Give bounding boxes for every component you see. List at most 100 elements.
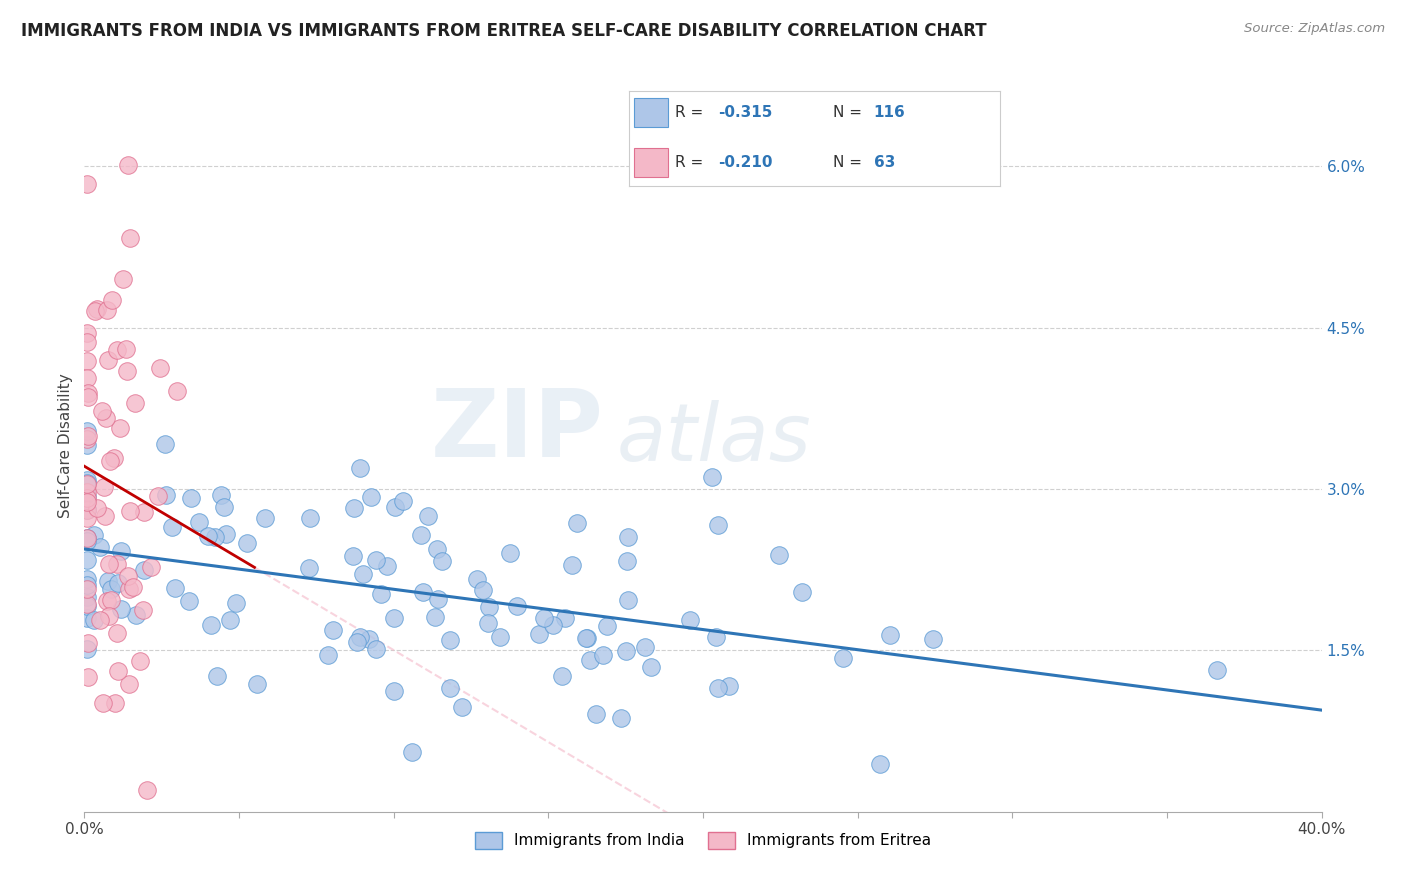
Point xyxy=(94,410,117,425)
Point xyxy=(76,531,98,545)
Point xyxy=(212,500,235,515)
Point xyxy=(471,582,494,597)
Text: ZIP: ZIP xyxy=(432,385,605,477)
Point xyxy=(700,469,723,483)
Point xyxy=(527,626,550,640)
Point xyxy=(616,592,638,607)
Point xyxy=(76,335,98,350)
Point xyxy=(596,619,619,633)
Point xyxy=(86,301,108,316)
Point xyxy=(76,390,98,404)
Point xyxy=(76,485,98,500)
Point xyxy=(90,404,112,418)
Point xyxy=(343,500,366,515)
Point xyxy=(104,697,127,711)
Point xyxy=(111,271,134,285)
Point xyxy=(346,635,368,649)
Point xyxy=(96,303,118,318)
Point xyxy=(209,488,232,502)
Point xyxy=(451,699,474,714)
Text: atlas: atlas xyxy=(616,400,811,478)
Point xyxy=(477,615,499,630)
Point xyxy=(567,516,589,530)
Point xyxy=(96,574,118,589)
Point xyxy=(299,510,322,524)
Point xyxy=(505,599,527,613)
Point xyxy=(125,607,148,622)
Point xyxy=(115,364,138,378)
Point xyxy=(352,567,374,582)
Point xyxy=(342,549,364,564)
Point xyxy=(831,650,853,665)
Point xyxy=(200,617,222,632)
Point xyxy=(76,572,98,586)
Point xyxy=(533,610,555,624)
Point xyxy=(76,502,98,516)
Point xyxy=(357,632,380,647)
Point xyxy=(134,505,156,519)
Point xyxy=(76,433,98,447)
Point xyxy=(148,489,170,503)
Point xyxy=(89,613,111,627)
Point xyxy=(86,500,108,515)
Y-axis label: Self-Care Disability: Self-Care Disability xyxy=(58,374,73,518)
Point xyxy=(98,608,121,623)
Point xyxy=(77,429,100,443)
Point xyxy=(427,591,450,606)
Point xyxy=(100,582,122,597)
Point xyxy=(103,450,125,465)
Point xyxy=(110,543,132,558)
Text: Source: ZipAtlas.com: Source: ZipAtlas.com xyxy=(1244,22,1385,36)
Point xyxy=(499,546,522,560)
Point xyxy=(364,553,387,567)
Point xyxy=(401,745,423,759)
Point xyxy=(115,342,138,356)
Point xyxy=(166,384,188,399)
Point xyxy=(375,559,398,574)
Point xyxy=(551,668,574,682)
Point xyxy=(177,594,200,608)
Point xyxy=(76,553,98,567)
Point xyxy=(640,660,662,674)
Point xyxy=(76,597,98,611)
Point xyxy=(110,601,132,615)
Point xyxy=(118,677,141,691)
Point xyxy=(134,563,156,577)
Point xyxy=(489,630,512,644)
Point xyxy=(124,396,146,410)
Point xyxy=(76,599,98,613)
Point xyxy=(105,343,128,357)
Point xyxy=(180,491,202,506)
Point xyxy=(879,628,901,642)
Point xyxy=(76,494,98,508)
Point xyxy=(76,489,98,503)
Point xyxy=(617,530,640,544)
Point xyxy=(366,642,388,657)
Point xyxy=(592,648,614,662)
Point xyxy=(922,632,945,647)
Point xyxy=(110,421,132,435)
Point xyxy=(76,582,98,596)
Point xyxy=(107,575,129,590)
Point xyxy=(136,783,159,797)
Point xyxy=(1206,664,1229,678)
Point xyxy=(360,490,382,504)
Point xyxy=(83,527,105,541)
Point xyxy=(634,640,657,654)
Point xyxy=(236,536,259,550)
Point xyxy=(370,587,392,601)
Point xyxy=(412,584,434,599)
Point xyxy=(561,558,583,572)
Point xyxy=(76,326,98,340)
Point xyxy=(439,681,461,696)
Point xyxy=(100,293,122,308)
Point xyxy=(122,580,145,594)
Point xyxy=(117,582,139,596)
Point xyxy=(188,515,211,529)
Point xyxy=(93,480,115,494)
Point xyxy=(76,354,98,368)
Point xyxy=(76,641,98,656)
Point xyxy=(197,528,219,542)
Point xyxy=(578,653,600,667)
Point xyxy=(155,488,177,502)
